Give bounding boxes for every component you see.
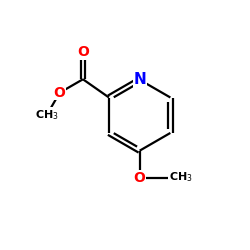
Text: O: O [54,86,66,100]
Text: O: O [77,46,89,60]
Text: N: N [133,72,146,87]
Text: O: O [134,170,145,184]
Text: CH$_3$: CH$_3$ [169,171,193,184]
Text: CH$_3$: CH$_3$ [35,108,59,122]
